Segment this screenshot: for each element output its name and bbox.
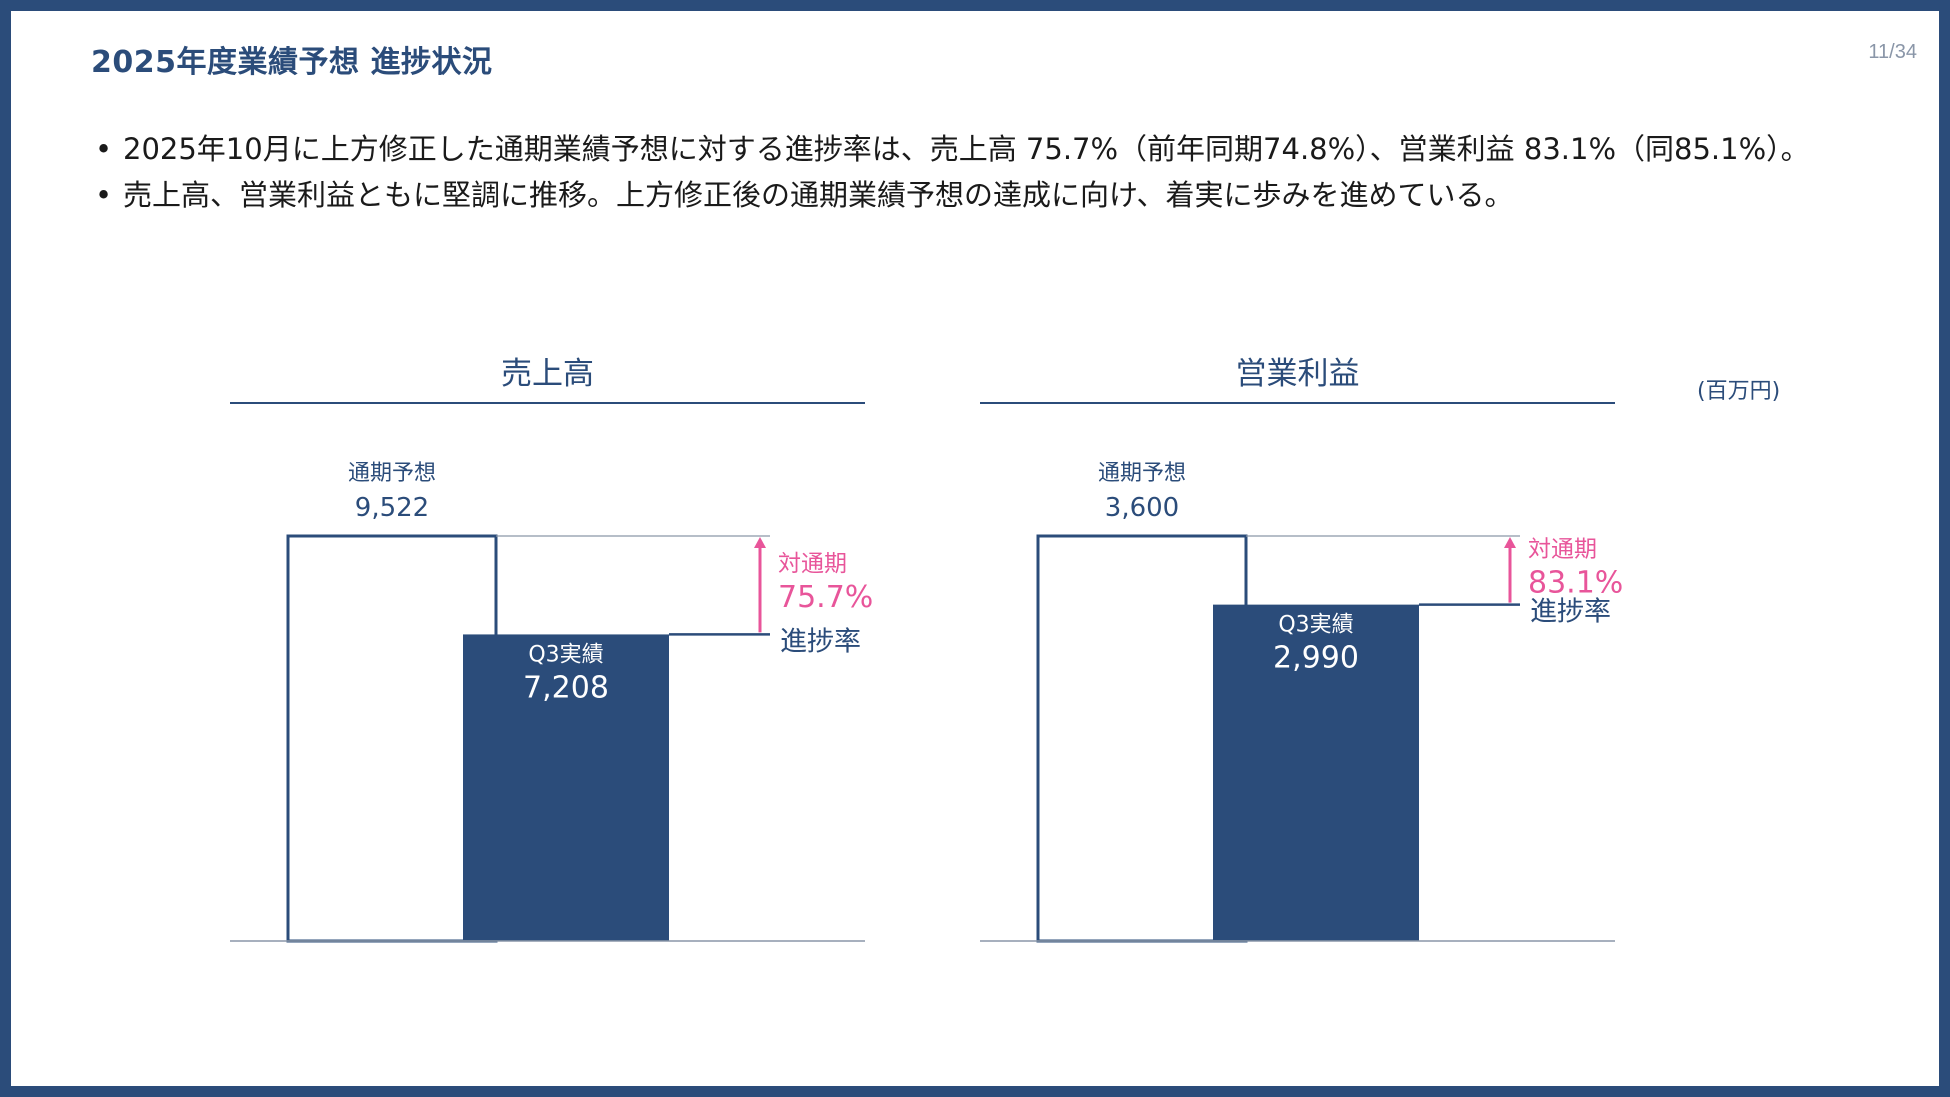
actual-value-label: 7,208 (523, 670, 609, 705)
unit-label: (百万円) (1697, 379, 1781, 404)
page-number: 11/34 (1868, 41, 1917, 63)
chart-title: 売上高 (501, 356, 594, 392)
progress-value-label: 75.7% (778, 580, 873, 615)
progress-label-bottom: 進捗率 (1530, 597, 1611, 628)
forecast-value-label: 3,600 (1105, 493, 1179, 523)
progress-label-bottom: 進捗率 (780, 626, 861, 657)
actual-label: Q3実績 (1278, 613, 1353, 638)
chart-title: 営業利益 (1236, 356, 1360, 392)
forecast-value-label: 9,522 (355, 493, 429, 523)
bullet-dot: • (95, 132, 113, 166)
bullet-dot: • (95, 178, 113, 212)
bullet-list: • 2025年10月に上方修正した通期業績予想に対する進捗率は、売上高 75.7%… (91, 129, 1871, 221)
actual-value-label: 2,990 (1273, 641, 1359, 676)
forecast-bar (1036, 534, 1248, 943)
actual-bar (463, 634, 669, 941)
forecast-label: 通期予想 (1098, 461, 1186, 486)
progress-label-top: 対通期 (778, 551, 847, 577)
forecast-bar (286, 534, 498, 943)
actual-label: Q3実績 (528, 642, 603, 667)
progress-label-top: 対通期 (1528, 536, 1597, 562)
bullet-text: 2025年10月に上方修正した通期業績予想に対する進捗率は、売上高 75.7%（… (123, 132, 1810, 166)
bullet-item: • 売上高、営業利益ともに堅調に推移。上方修正後の通期業績予想の達成に向け、着実に… (91, 175, 1871, 215)
bullet-item: • 2025年10月に上方修正した通期業績予想に対する進捗率は、売上高 75.7%… (91, 129, 1871, 169)
forecast-label: 通期予想 (348, 461, 436, 486)
page-title: 2025年度業績予想 進捗状況 (91, 45, 493, 80)
progress-arrow-head (754, 537, 766, 548)
progress-arrow-head (1504, 537, 1516, 548)
actual-bar (1213, 604, 1419, 941)
progress-value-label: 83.1% (1528, 565, 1623, 600)
bullet-text: 売上高、営業利益ともに堅調に推移。上方修正後の通期業績予想の達成に向け、着実に歩… (123, 178, 1514, 212)
